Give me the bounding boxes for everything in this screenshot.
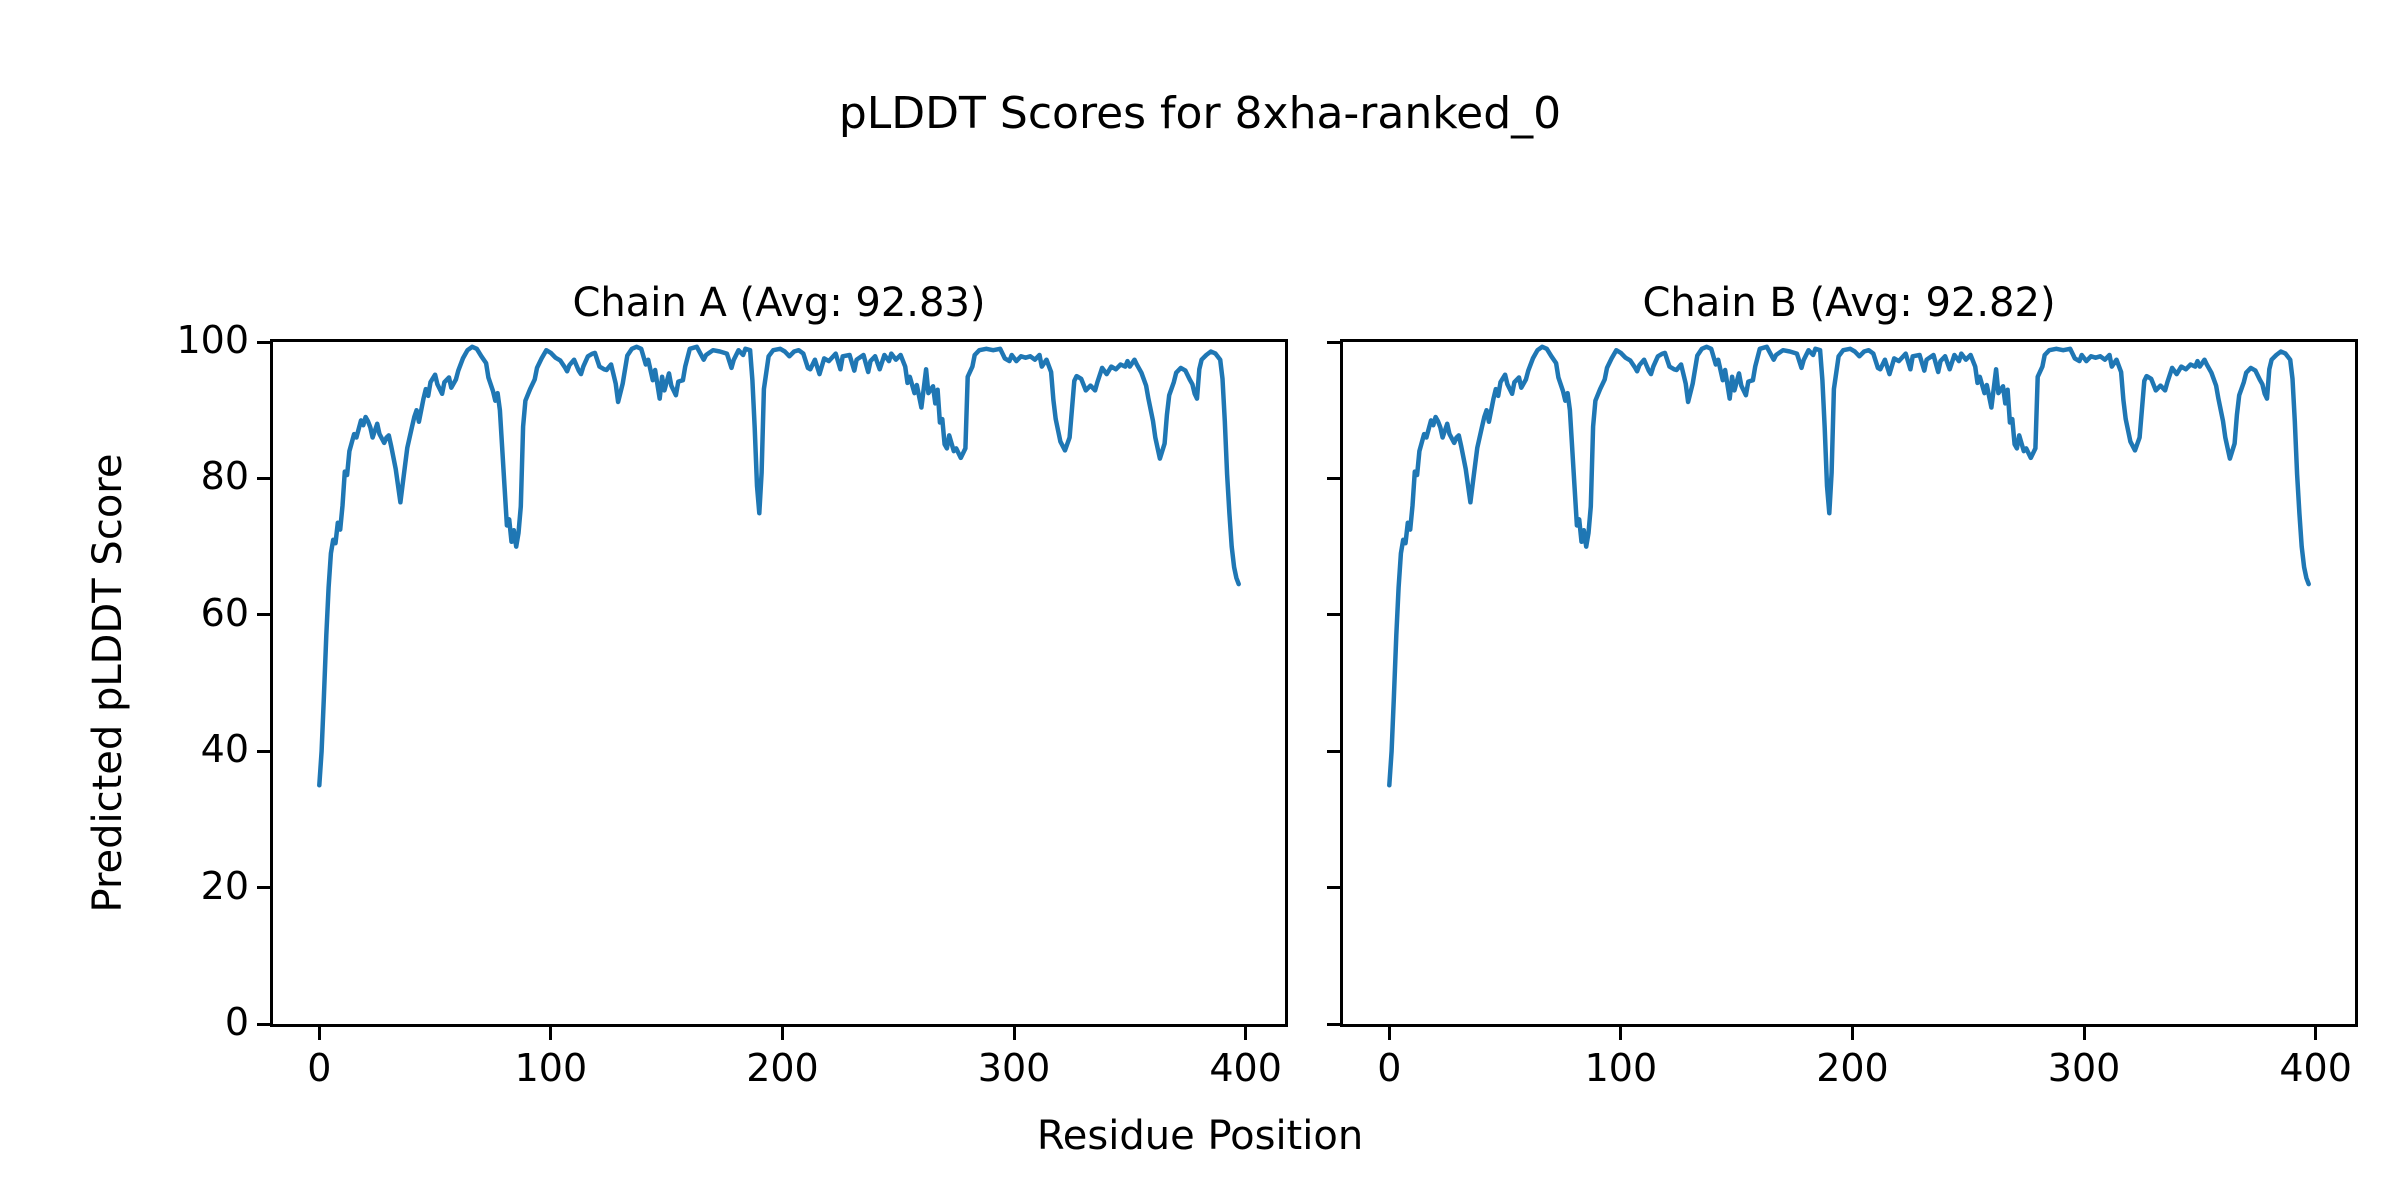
y-tick-label: 40 [200, 727, 249, 772]
y-tick-label: 60 [200, 590, 249, 635]
y-tick-mark [1327, 749, 1340, 753]
plot-chain-a [270, 339, 1288, 1027]
x-axis-label: Residue Position [1036, 1113, 1364, 1159]
y-tick-label: 0 [224, 1000, 249, 1044]
y-tick-mark [1327, 1022, 1340, 1026]
y-tick-mark [257, 476, 270, 480]
subplot-title-chain-a: Chain A (Avg: 92.83) [572, 280, 986, 326]
y-tick-label: 80 [200, 454, 249, 499]
x-tick-mark [1387, 1027, 1391, 1040]
x-tick-mark [549, 1027, 553, 1040]
y-tick-mark [1327, 340, 1340, 344]
x-tick-mark [1850, 1027, 1854, 1040]
y-tick-mark [257, 340, 270, 344]
plot-canvas-chain-b [1387, 344, 2311, 788]
plddt-line-chain-a [317, 344, 1241, 788]
y-tick-mark [1327, 886, 1340, 890]
subplot-title-chain-b: Chain B (Avg: 92.82) [1642, 280, 2056, 326]
x-tick-label: 400 [1209, 1046, 1282, 1090]
y-tick-mark [1327, 476, 1340, 480]
y-tick-mark [257, 613, 270, 617]
x-tick-mark [317, 1027, 321, 1040]
x-tick-mark [1619, 1027, 1623, 1040]
plot-canvas-chain-a [317, 344, 1241, 788]
x-tick-label: 100 [514, 1046, 588, 1090]
y-tick-mark [1327, 613, 1340, 617]
x-tick-mark [2314, 1027, 2318, 1040]
y-tick-mark [257, 749, 270, 753]
y-tick-label: 100 [176, 318, 249, 362]
y-tick-mark [257, 886, 270, 890]
x-tick-label: 300 [2047, 1046, 2121, 1090]
plot-chain-b [1340, 339, 2358, 1027]
x-tick-label: 400 [2279, 1046, 2352, 1090]
figure-title: pLDDT Scores for 8xha-ranked_0 [838, 88, 1562, 139]
x-tick-mark [1244, 1027, 1248, 1040]
x-tick-label: 0 [1377, 1046, 1402, 1090]
y-axis-label: Predicted pLDDT Score [85, 453, 131, 913]
x-tick-label: 200 [1816, 1046, 1889, 1090]
y-tick-label: 20 [200, 863, 249, 908]
x-tick-label: 300 [977, 1046, 1051, 1090]
x-tick-mark [780, 1027, 784, 1040]
x-tick-label: 100 [1584, 1046, 1658, 1090]
x-tick-label: 200 [746, 1046, 819, 1090]
y-tick-mark [257, 1022, 270, 1026]
x-tick-label: 0 [307, 1046, 332, 1090]
plddt-line-chain-b [1387, 344, 2311, 788]
x-tick-mark [2082, 1027, 2086, 1040]
x-tick-mark [1012, 1027, 1016, 1040]
